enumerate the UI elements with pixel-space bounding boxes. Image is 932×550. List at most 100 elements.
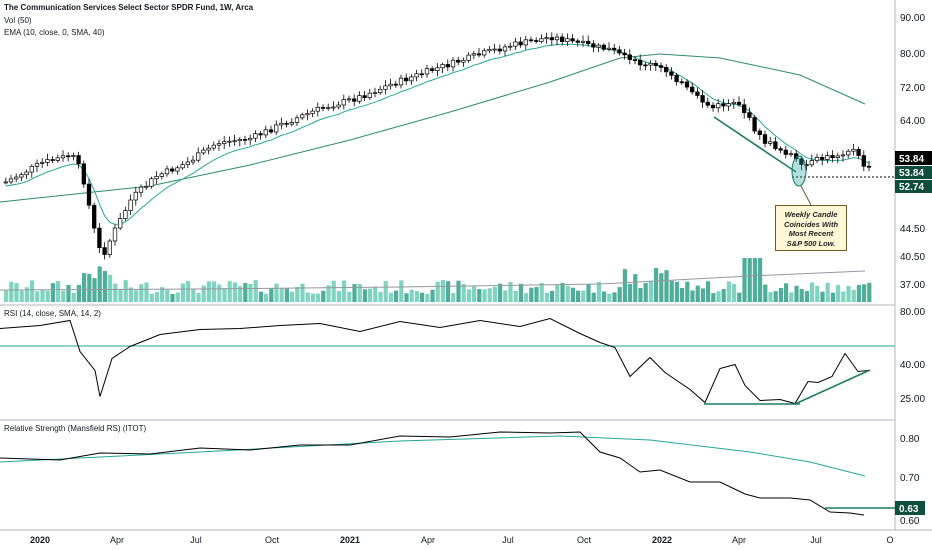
candle-body xyxy=(232,140,237,143)
volume-bar xyxy=(279,288,284,302)
volume-bar xyxy=(128,287,133,302)
candle-body xyxy=(92,204,97,229)
candle-body xyxy=(866,165,872,168)
candle-body xyxy=(206,147,211,151)
candle-body xyxy=(658,65,664,68)
candle-body xyxy=(149,178,154,187)
candle-body xyxy=(19,174,24,178)
candle-body xyxy=(430,68,435,71)
last-price-badge xyxy=(895,151,932,165)
candle-body xyxy=(435,67,440,71)
candle-body xyxy=(513,41,518,47)
volume-bar xyxy=(201,285,206,302)
volume-bar xyxy=(373,286,378,302)
volume-average-path xyxy=(0,270,866,291)
time-label: Apr xyxy=(421,535,435,545)
candle-body xyxy=(528,39,534,42)
volume-bar xyxy=(409,289,414,302)
candle-body xyxy=(476,53,482,56)
candle-body xyxy=(320,107,326,109)
candle-body xyxy=(690,86,695,93)
volume-bar xyxy=(316,293,321,302)
level-price-badge xyxy=(895,180,932,193)
candle-body xyxy=(518,41,523,46)
candle-body xyxy=(778,148,783,151)
candle-body xyxy=(102,247,107,255)
volume-bar xyxy=(76,284,81,302)
candle-body xyxy=(820,157,825,160)
candle-body xyxy=(601,44,606,50)
candle-body xyxy=(3,181,8,184)
volume-bar xyxy=(669,280,674,302)
candle-body xyxy=(305,113,310,116)
candle-body xyxy=(123,210,128,219)
candle-body xyxy=(170,168,175,172)
candle-body xyxy=(492,48,497,51)
volume-bar xyxy=(222,288,227,302)
candle-body xyxy=(861,155,866,167)
volume-bar xyxy=(815,285,820,302)
volume-bar xyxy=(784,283,789,302)
volume-bar xyxy=(622,269,627,302)
candle-body xyxy=(185,161,190,166)
volume-bar xyxy=(576,290,581,302)
volume-bar xyxy=(66,284,71,302)
volume-bar xyxy=(763,284,768,302)
candle-body xyxy=(544,37,549,40)
volume-bar xyxy=(108,274,113,302)
time-label: 2022 xyxy=(652,535,672,545)
candle-body xyxy=(643,64,648,67)
candle-body xyxy=(679,81,684,84)
candle-body xyxy=(783,149,788,155)
candle-body xyxy=(736,101,742,106)
volume-bar xyxy=(825,282,830,302)
volume-bar xyxy=(414,290,419,302)
volume-bar xyxy=(394,290,399,302)
volume-bar xyxy=(498,283,503,302)
volume-bar xyxy=(154,291,159,302)
candle-body xyxy=(398,77,404,86)
volume-bar xyxy=(212,281,217,302)
candle-body xyxy=(638,59,643,66)
volume-bar xyxy=(461,284,466,302)
candle-body xyxy=(762,134,768,144)
volume-bar xyxy=(695,285,700,302)
volume-bar xyxy=(35,291,40,302)
panel-frames xyxy=(0,0,932,531)
volume-bar xyxy=(706,281,711,302)
candle-body xyxy=(414,73,419,78)
candles xyxy=(3,32,872,260)
candle-body xyxy=(591,43,596,48)
volume-bar xyxy=(586,283,591,302)
volume-bar xyxy=(820,291,825,302)
rs-tick: 0.60 xyxy=(900,516,920,527)
volume-bar xyxy=(102,271,107,302)
candle-body xyxy=(440,64,445,69)
volume-bar xyxy=(617,287,622,302)
candle-body xyxy=(242,139,248,141)
candle-body xyxy=(404,77,409,82)
volume-bar xyxy=(518,283,523,302)
volume-bar xyxy=(243,283,248,302)
volume-bar xyxy=(113,283,118,302)
candle-body xyxy=(227,140,232,143)
volume-bar xyxy=(503,290,508,302)
volume-bar xyxy=(555,284,560,302)
volume-bar xyxy=(648,280,653,302)
candle-body xyxy=(60,155,66,159)
candle-body xyxy=(279,122,284,126)
candle-body xyxy=(534,40,539,42)
volume-bar xyxy=(752,258,757,302)
time-label: Oct xyxy=(265,535,280,545)
time-label: Oct xyxy=(577,535,592,545)
candle-body xyxy=(669,71,674,76)
candle-body xyxy=(586,40,591,45)
volume-bar xyxy=(544,292,549,302)
volume-bar xyxy=(92,278,97,302)
candle-body xyxy=(315,107,320,112)
candle-body xyxy=(482,50,487,56)
price-axis: 90.00 80.00 72.00 64.00 53.84 53.84 52.7… xyxy=(895,13,932,291)
volume-bar xyxy=(331,280,336,302)
volume-bar xyxy=(654,268,659,302)
candle-body xyxy=(237,139,242,142)
